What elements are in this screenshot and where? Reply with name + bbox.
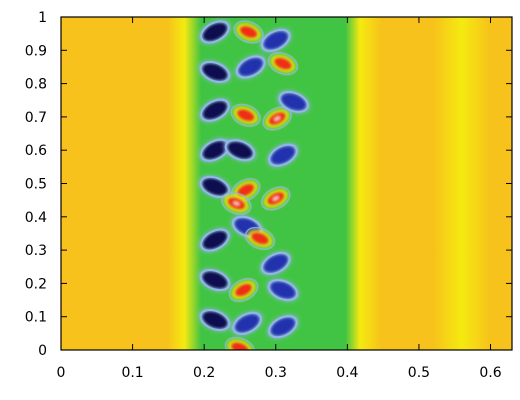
vortex-mark: [260, 186, 291, 211]
vortex-mark: [221, 191, 252, 216]
y-tick-label: 0.9: [25, 43, 47, 59]
y-axis-ticks: 0 0.1 0.2 0.3 0.4 0.5 0.6 0.7 0.8 0.9 1: [25, 10, 512, 359]
vortex-mark: [244, 226, 276, 251]
x-tick-label: 0.2: [193, 365, 215, 381]
vortex-mark: [198, 308, 232, 332]
vortex-mark: [234, 55, 267, 79]
vortex-mark: [224, 336, 256, 350]
y-tick-label: 0.6: [25, 143, 47, 159]
plot-area: [61, 17, 512, 350]
vortex-mark: [198, 175, 232, 199]
vortex-mark: [233, 20, 264, 44]
vortex-mark: [198, 60, 232, 84]
vortex-mark: [231, 311, 263, 336]
vortex-mark: [199, 98, 231, 123]
vortex-mark: [267, 314, 299, 339]
vortex-mark: [230, 178, 261, 203]
x-tick-label: 0.4: [336, 365, 358, 381]
y-tick-label: 0.2: [25, 276, 47, 292]
heatmap-features: [198, 20, 310, 350]
x-tick-label: 0.1: [121, 365, 143, 381]
vortex-mark: [230, 103, 261, 127]
vortex-mark: [228, 278, 259, 303]
y-tick-label: 0.1: [25, 310, 47, 326]
vortex-mark: [266, 278, 300, 302]
vortex-mark: [223, 138, 257, 162]
vortex-mark: [267, 52, 299, 76]
x-tick-label: 0: [57, 365, 66, 381]
y-tick-label: 0.5: [25, 177, 47, 193]
y-tick-label: 0.3: [25, 243, 47, 259]
y-tick-label: 0.4: [25, 210, 47, 226]
x-axis-ticks: 0 0.1 0.2 0.3 0.4 0.5 0.6: [57, 17, 502, 381]
vortex-mark: [260, 28, 292, 53]
y-tick-label: 0: [38, 343, 47, 359]
vortex-mark: [262, 106, 292, 131]
x-tick-label: 0.3: [265, 365, 287, 381]
x-tick-label: 0.5: [408, 365, 430, 381]
y-tick-label: 0.7: [25, 110, 47, 126]
x-tick-label: 0.6: [479, 365, 501, 381]
y-tick-label: 1: [38, 10, 47, 26]
vortex-mark: [198, 268, 232, 292]
vortex-mark: [199, 138, 231, 163]
vortex-mark: [267, 143, 299, 168]
vortex-mark: [199, 20, 231, 44]
vortex-mark: [260, 251, 292, 276]
y-tick-label: 0.8: [25, 77, 47, 93]
vortex-mark: [277, 90, 310, 114]
vortex-mark: [199, 228, 231, 253]
